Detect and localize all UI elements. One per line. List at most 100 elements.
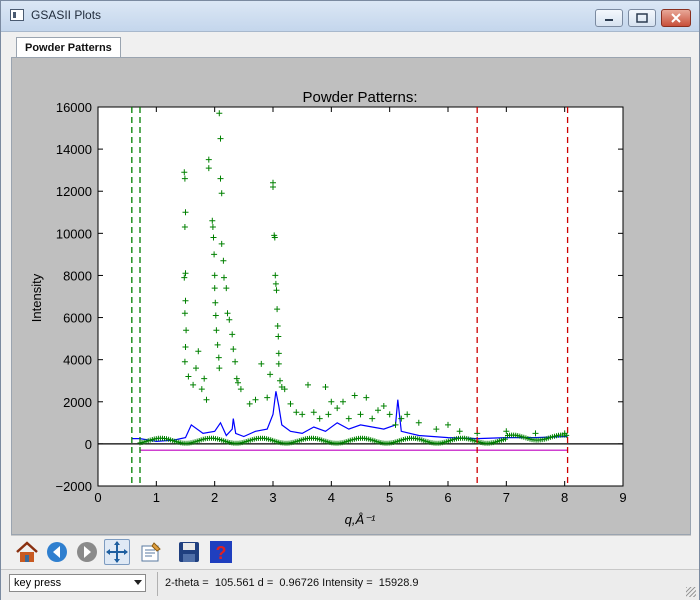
observed-point	[345, 415, 352, 422]
observed-point	[246, 400, 253, 407]
observed-point	[182, 270, 189, 277]
y-tick-label: 4000	[63, 353, 92, 368]
observed-point	[392, 421, 399, 428]
observed-point	[237, 386, 244, 393]
observed-point	[233, 375, 240, 382]
mode-select[interactable]: key press	[9, 574, 146, 592]
home-icon	[16, 541, 38, 562]
x-tick-label: 7	[503, 490, 510, 505]
x-tick-label: 4	[328, 490, 335, 505]
y-axis: −2000 0 2000 4000 6000 8000 10000 12000 14000 160…	[55, 100, 623, 494]
configure-subplots-icon	[141, 542, 161, 562]
save-button[interactable]	[176, 539, 202, 565]
observed-point	[210, 234, 217, 241]
observed-point	[216, 110, 223, 117]
y-tick-label: 16000	[56, 100, 92, 115]
observed-point	[211, 285, 218, 292]
x-tick-label: 0	[94, 490, 101, 505]
observed-point	[224, 310, 231, 317]
home-button[interactable]	[14, 539, 40, 565]
observed-point	[215, 354, 222, 361]
x-tick-label: 9	[619, 490, 626, 505]
window-title: GSASII Plots	[31, 8, 102, 22]
x-tick-label: 8	[561, 490, 568, 505]
forward-button[interactable]	[74, 539, 100, 565]
observed-point	[185, 373, 192, 380]
cursor-readout: 2-theta = 105.561 d = 0.96726 Intensity …	[165, 577, 419, 589]
pan-button[interactable]	[104, 539, 130, 565]
plot-panel[interactable]: −2000 0 2000 4000 6000 8000 10000 12000 14000 160…	[11, 57, 691, 535]
x-tick-label: 2	[211, 490, 218, 505]
back-arrow-icon	[47, 542, 67, 562]
observed-point	[267, 371, 274, 378]
observed-point	[217, 175, 224, 182]
observed-point	[445, 421, 451, 428]
observed-point	[183, 327, 190, 334]
observed-point	[201, 375, 208, 382]
observed-point	[293, 409, 300, 416]
observed-point	[503, 436, 508, 442]
observed-point	[351, 392, 358, 399]
observed-point	[211, 251, 218, 258]
observed-point	[182, 209, 189, 216]
help-icon: ?	[210, 541, 232, 563]
x-tick-label: 6	[444, 490, 451, 505]
observed-point	[181, 175, 188, 182]
tab-bar: Powder Patterns	[11, 35, 691, 58]
observed-point	[310, 409, 317, 416]
maximize-button[interactable]	[628, 9, 656, 27]
observed-point	[299, 411, 306, 418]
observed-point	[264, 394, 271, 401]
observed-point	[325, 411, 332, 418]
observed-point	[334, 405, 341, 412]
observed-point	[223, 285, 230, 292]
y-tick-label: 2000	[63, 395, 92, 410]
calculated-pattern-line	[131, 391, 568, 443]
status-separator	[157, 572, 158, 596]
observed-point	[181, 310, 188, 317]
observed-point	[271, 234, 278, 241]
observed-point	[182, 297, 189, 304]
close-button[interactable]	[661, 9, 691, 27]
observed-point	[275, 333, 282, 340]
y-tick-label: 12000	[56, 184, 92, 199]
observed-point	[216, 365, 223, 372]
plot-area[interactable]	[97, 106, 624, 487]
observed-point	[398, 415, 405, 422]
minimize-button[interactable]	[595, 9, 623, 27]
observed-point	[322, 384, 329, 390]
observed-point	[363, 394, 370, 401]
chart-marks	[98, 107, 623, 486]
x-axis-label: q,Å⁻¹	[345, 512, 376, 527]
observed-point	[561, 430, 568, 437]
title-bar[interactable]: GSASII Plots	[1, 1, 699, 32]
observed-point	[272, 272, 279, 279]
save-icon	[179, 542, 199, 562]
observed-point	[181, 274, 188, 281]
observed-point	[221, 274, 227, 281]
observed-point	[193, 365, 199, 372]
observed-point	[433, 426, 440, 433]
chevron-down-icon[interactable]	[134, 580, 142, 585]
observed-point	[380, 403, 387, 409]
configure-subplots-button[interactable]	[138, 539, 164, 565]
observed-point	[182, 344, 189, 350]
powder-pattern-chart[interactable]: −200002000400060008000100001200014000160…	[12, 58, 690, 534]
observed-point	[386, 411, 393, 418]
observed-point	[404, 411, 411, 418]
help-button[interactable]: ?	[208, 539, 234, 565]
observed-point	[456, 428, 463, 435]
observed-point	[287, 400, 294, 407]
back-button[interactable]	[44, 539, 70, 565]
observed-point	[273, 287, 280, 294]
observed-point	[230, 346, 237, 353]
observed-point	[275, 350, 282, 357]
y-tick-label: 10000	[56, 226, 92, 241]
tab-powder-patterns[interactable]: Powder Patterns	[16, 37, 121, 58]
observed-point	[281, 386, 288, 393]
observed-point	[181, 224, 188, 230]
observed-point	[213, 327, 220, 334]
resize-grip-icon[interactable]	[686, 587, 696, 597]
observed-point	[218, 190, 225, 197]
